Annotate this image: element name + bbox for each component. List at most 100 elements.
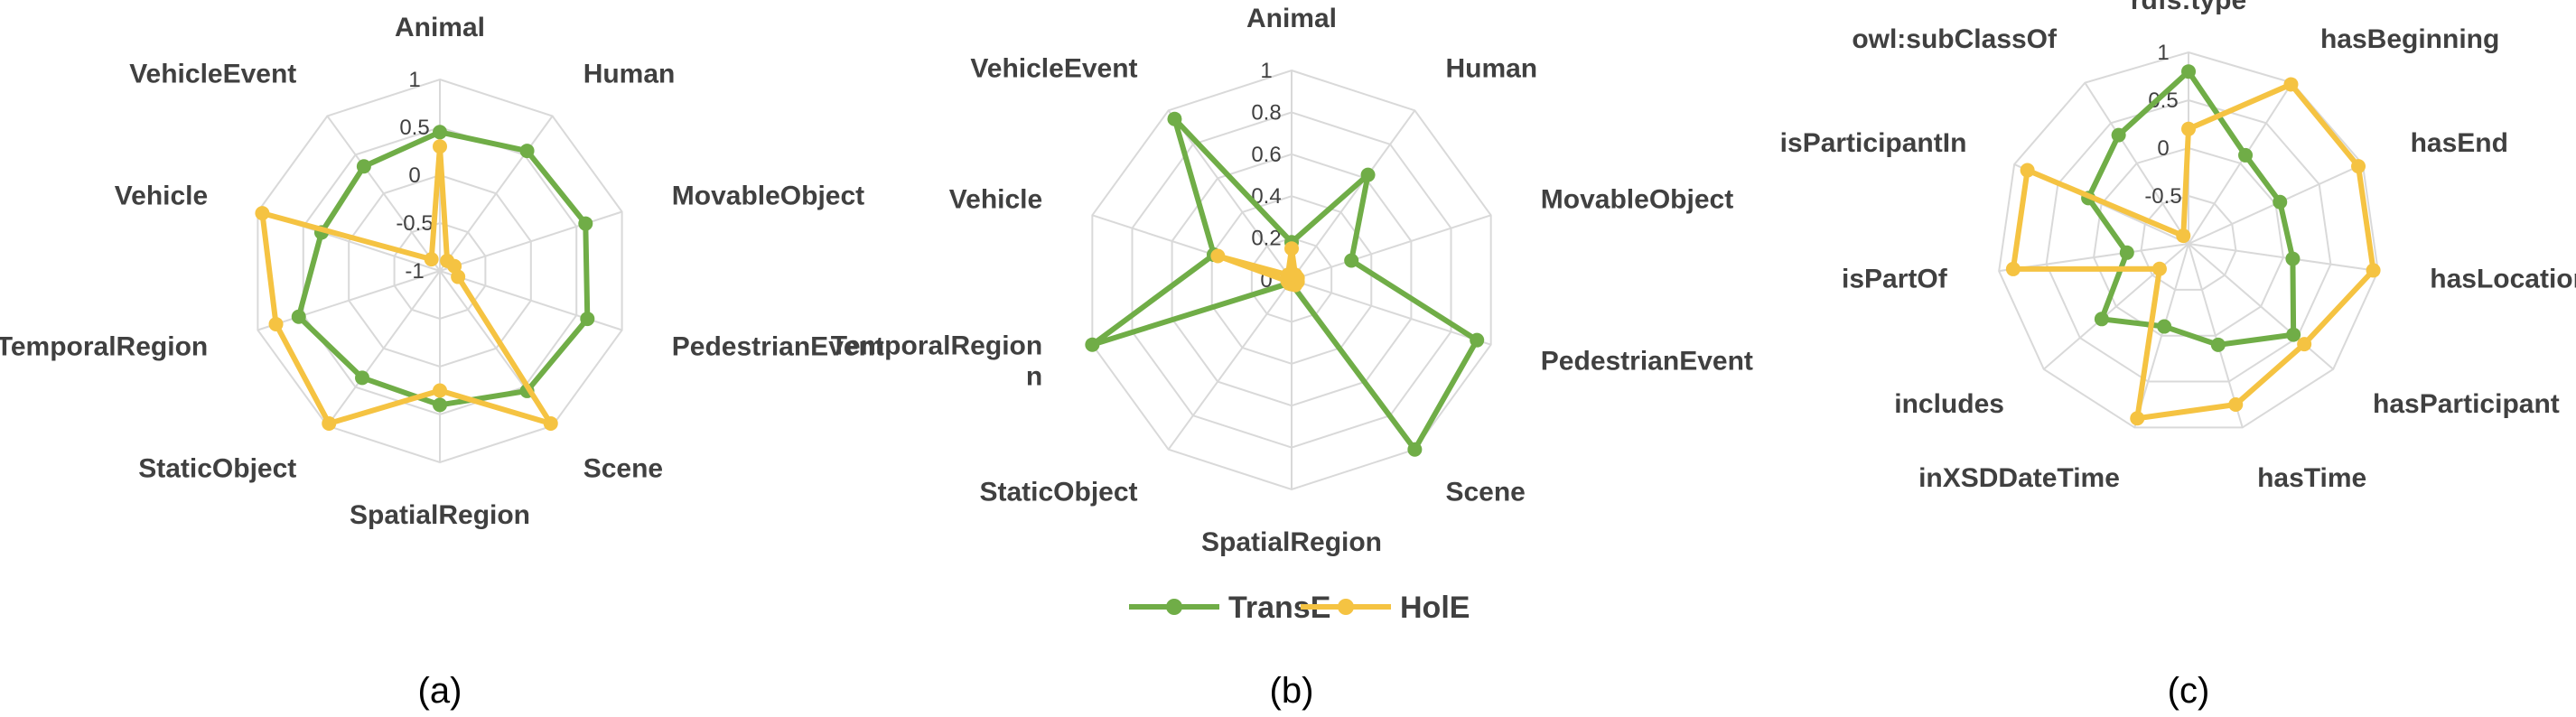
axis-label-animal: Animal bbox=[395, 13, 485, 42]
data-point-transe-vehicleevent bbox=[1167, 111, 1182, 126]
grid-spoke bbox=[1167, 109, 1293, 281]
axis-label-temporalregion: TemporalRegion n bbox=[831, 331, 1042, 392]
tick-label: 0.5 bbox=[399, 116, 429, 140]
series-line-transe bbox=[2086, 69, 2297, 348]
data-point-hole-vehicleevent bbox=[1280, 267, 1295, 283]
axis-label-movableobject: MovableObject bbox=[1541, 184, 1733, 214]
grid-spoke bbox=[439, 115, 554, 272]
tick-label: 0 bbox=[2157, 136, 2169, 161]
data-point-transe-hasend bbox=[2273, 194, 2288, 210]
axis-label-animal: Animal bbox=[1246, 4, 1337, 33]
data-point-hole-spatialregion bbox=[433, 383, 447, 398]
data-point-hole-inxsddatetime bbox=[2130, 411, 2145, 426]
grid-spoke bbox=[1291, 214, 1491, 281]
radar-panel-b: 00.20.40.60.81AnimalHumanMovableObjectPe… bbox=[831, 4, 1753, 557]
data-point-transe-hastime bbox=[2210, 337, 2226, 352]
grid-spoke bbox=[2188, 243, 2378, 273]
axis-label-includes: includes bbox=[1894, 389, 2004, 419]
data-point-transe-ispartof bbox=[2119, 245, 2134, 260]
axis-label-vehicle: Vehicle bbox=[115, 182, 208, 211]
tick-label: 1 bbox=[2157, 41, 2169, 65]
data-point-hole-isparticipantin bbox=[2020, 163, 2035, 178]
data-point-hole-includes bbox=[2151, 261, 2167, 276]
grid-spoke bbox=[2133, 243, 2189, 428]
data-point-hole-vehicle bbox=[1210, 248, 1226, 264]
data-point-hole-animal bbox=[1284, 241, 1299, 256]
tick-label: 0.8 bbox=[1251, 100, 1281, 125]
data-point-hole-pedestrianevent bbox=[451, 269, 466, 284]
data-point-transe-hasparticipant bbox=[2286, 327, 2301, 342]
legend: TransE HolE bbox=[1129, 591, 1470, 625]
data-point-hole-scene bbox=[543, 415, 558, 431]
tick-label: -0.5 bbox=[396, 211, 433, 236]
grid-spoke bbox=[2084, 82, 2189, 245]
data-point-transe-movableobject bbox=[578, 216, 593, 231]
grid-spoke bbox=[2188, 243, 2244, 428]
axis-label-pedestrianevent: PedestrianEvent bbox=[672, 331, 884, 361]
legend-item-hole: HolE bbox=[1301, 591, 1470, 625]
data-point-transe-pedestrianevent bbox=[1470, 332, 1485, 348]
radar-panel-a: -1 -0.5 0 0.5 1 Animal Human MovableObject Pedes… bbox=[0, 13, 884, 530]
axis-label-temporalregion: TemporalRegion bbox=[0, 331, 208, 361]
tick-label: 1 bbox=[408, 68, 420, 92]
axis-label-hasend: hasEnd bbox=[2411, 128, 2508, 158]
axis-label-inxsddatetime: inXSDDateTime bbox=[1918, 463, 2120, 493]
data-point-hole-hasparticipant bbox=[2297, 337, 2312, 352]
axis-label-scene: Scene bbox=[583, 453, 663, 483]
grid-spoke bbox=[326, 270, 441, 427]
axis-label-human: Human bbox=[583, 60, 676, 89]
data-point-hole-vehicleevent bbox=[424, 252, 439, 267]
axis-label-spatialregion: SpatialRegion bbox=[350, 500, 530, 530]
data-point-transe-includes bbox=[2094, 312, 2109, 327]
data-point-transe-vehicleevent bbox=[356, 159, 371, 174]
grid-ring bbox=[1998, 51, 2379, 429]
data-point-transe-temporalregion bbox=[291, 309, 306, 324]
data-point-transe-scene bbox=[1407, 442, 1423, 457]
data-point-hole-hasbeginning bbox=[2283, 77, 2299, 92]
data-point-hole-vehicle bbox=[255, 206, 270, 221]
data-point-hole-temporalregion bbox=[268, 316, 284, 331]
tick-label: -0.5 bbox=[2144, 184, 2181, 209]
panel-label-b: (b) bbox=[1270, 671, 1314, 711]
tick-label: -1 bbox=[405, 259, 424, 284]
axis-label-movableobject: MovableObject bbox=[672, 182, 864, 211]
axis-label-human: Human bbox=[1445, 53, 1537, 83]
data-point-transe-rdfs-type bbox=[2181, 64, 2196, 79]
axis-label-ispartof: isPartOf bbox=[1842, 264, 1948, 293]
data-point-transe-staticobject bbox=[355, 370, 370, 386]
radar-panel-c: -0.500.51rdfs:typehasBeginninghasEndhasL… bbox=[1780, 0, 2576, 493]
axis-label-spatialregion: SpatialRegion bbox=[1201, 527, 1382, 557]
axis-label-vehicleevent: VehicleEvent bbox=[129, 60, 296, 89]
data-point-transe-hasbeginning bbox=[2238, 147, 2254, 163]
axis-label-rdfs-type: rdfs:type bbox=[2131, 0, 2246, 15]
data-point-hole-owl-subclassof bbox=[2176, 228, 2191, 244]
axis-label-staticobject: StaticObject bbox=[138, 453, 296, 483]
axis-label-isparticipantin: isParticipantIn bbox=[1780, 128, 1967, 158]
tick-label: 1 bbox=[1260, 59, 1272, 83]
panel-label-a: (a) bbox=[418, 671, 462, 711]
tick-label: 0.2 bbox=[1251, 227, 1281, 251]
axis-label-hasparticipant: hasParticipant bbox=[2373, 389, 2560, 419]
data-point-transe-human bbox=[519, 144, 535, 159]
data-point-transe-animal bbox=[433, 125, 447, 140]
grid-spoke bbox=[1291, 109, 1416, 281]
data-point-hole-hasend bbox=[2351, 159, 2366, 174]
data-point-transe-movableobject bbox=[1344, 253, 1359, 268]
data-point-hole-staticobject bbox=[322, 415, 337, 431]
tick-label: 0 bbox=[408, 163, 420, 188]
grid-spoke bbox=[1167, 279, 1293, 451]
grid-ring bbox=[2045, 98, 2332, 383]
axis-label-pedestrianevent: PedestrianEvent bbox=[1541, 347, 1753, 377]
axis-label-haslocation: hasLocation bbox=[2430, 264, 2576, 293]
axis-label-scene: Scene bbox=[1445, 478, 1525, 507]
panel-label-c: (c) bbox=[2168, 671, 2210, 711]
data-point-transe-spatialregion bbox=[433, 397, 447, 413]
data-point-transe-temporalregion bbox=[1085, 337, 1100, 352]
legend-label-hole: HolE bbox=[1400, 591, 1470, 625]
axis-label-hastime: hasTime bbox=[2257, 463, 2366, 493]
grid-spoke bbox=[2188, 82, 2293, 245]
data-point-hole-haslocation bbox=[2366, 263, 2381, 278]
grid-spoke bbox=[326, 115, 441, 272]
legend-item-transe: TransE bbox=[1129, 591, 1330, 625]
